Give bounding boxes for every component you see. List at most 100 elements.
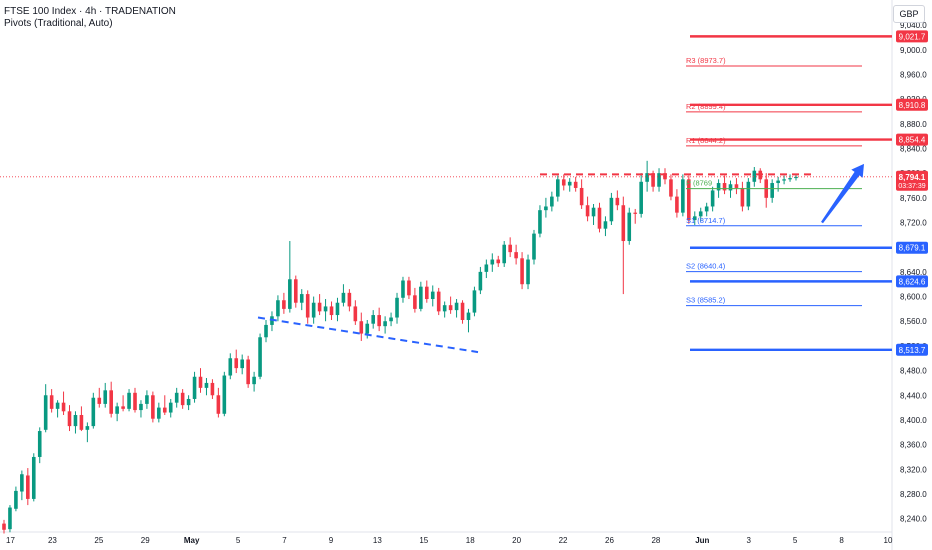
candle-body[interactable] <box>43 395 48 430</box>
candle-body[interactable] <box>454 302 459 311</box>
candle-body[interactable] <box>180 392 185 406</box>
candle-body[interactable] <box>353 306 358 322</box>
candle-body[interactable] <box>293 279 298 303</box>
candle-body[interactable] <box>103 390 108 404</box>
candle-body[interactable] <box>109 390 113 414</box>
candle-body[interactable] <box>246 359 250 385</box>
candle-body[interactable] <box>579 187 584 206</box>
candle-body[interactable] <box>544 206 548 211</box>
candle-body[interactable] <box>663 173 667 180</box>
candle-body[interactable] <box>288 279 292 309</box>
candle-body[interactable] <box>145 395 149 404</box>
candle-body[interactable] <box>597 207 602 229</box>
candle-body[interactable] <box>264 324 268 338</box>
candle-body[interactable] <box>502 244 507 264</box>
candle-body[interactable] <box>538 210 542 234</box>
candle-body[interactable] <box>85 426 90 430</box>
candle-body[interactable] <box>460 302 465 320</box>
candle-body[interactable] <box>365 323 370 334</box>
candle-body[interactable] <box>168 402 173 413</box>
candle-body[interactable] <box>526 259 530 285</box>
candle-body[interactable] <box>204 382 209 388</box>
up-arrow-icon[interactable] <box>821 163 864 224</box>
candle-body[interactable] <box>532 233 536 260</box>
candle-body[interactable] <box>710 190 715 207</box>
candle-body[interactable] <box>79 415 84 430</box>
candle-body[interactable] <box>127 392 131 409</box>
candle-body[interactable] <box>615 197 620 206</box>
candle-body[interactable] <box>139 403 143 411</box>
candle-body[interactable] <box>496 259 501 264</box>
candle-body[interactable] <box>687 179 691 221</box>
candle-body[interactable] <box>91 397 96 427</box>
candle-body[interactable] <box>305 294 310 318</box>
candle-body[interactable] <box>49 395 54 409</box>
support-dashed-trendline[interactable] <box>257 316 479 354</box>
candle-body[interactable] <box>770 183 774 198</box>
candle-body[interactable] <box>67 411 72 427</box>
candle-body[interactable] <box>788 178 792 180</box>
candle-body[interactable] <box>550 196 554 207</box>
candle-body[interactable] <box>14 490 18 509</box>
candle-body[interactable] <box>31 456 36 499</box>
candle-body[interactable] <box>61 402 66 412</box>
candle-body[interactable] <box>603 221 608 229</box>
candle-body[interactable] <box>472 290 477 313</box>
candle-body[interactable] <box>424 286 429 300</box>
candle-body[interactable] <box>359 321 364 334</box>
candle-body[interactable] <box>698 211 703 217</box>
candle-body[interactable] <box>276 300 280 317</box>
candle-body[interactable] <box>157 407 161 419</box>
candle-body[interactable] <box>692 216 697 221</box>
candle-body[interactable] <box>2 523 6 530</box>
candle-body[interactable] <box>401 280 405 298</box>
candle-body[interactable] <box>8 507 12 530</box>
candle-body[interactable] <box>681 179 685 213</box>
candle-body[interactable] <box>740 187 745 207</box>
candle-body[interactable] <box>514 252 518 259</box>
candle-body[interactable] <box>37 431 42 457</box>
candle-body[interactable] <box>222 375 227 414</box>
candle-body[interactable] <box>466 312 471 320</box>
candle-body[interactable] <box>162 407 167 413</box>
candle-body[interactable] <box>383 321 387 327</box>
candle-body[interactable] <box>633 212 638 214</box>
candle-body[interactable] <box>311 302 316 318</box>
currency-badge[interactable]: GBP <box>893 5 925 23</box>
candle-body[interactable] <box>186 398 191 406</box>
candle-body[interactable] <box>323 306 328 312</box>
symbol-title[interactable]: FTSE 100 Index · 4h · TRADENATION <box>4 6 176 17</box>
candle-body[interactable] <box>389 317 393 322</box>
candle-body[interactable] <box>413 295 417 309</box>
candle-body[interactable] <box>651 173 655 187</box>
candle-body[interactable] <box>430 291 435 300</box>
candle-body[interactable] <box>591 207 596 217</box>
candle-body[interactable] <box>282 300 286 309</box>
indicator-label[interactable]: Pivots (Traditional, Auto) <box>4 18 113 29</box>
candle-body[interactable] <box>192 376 197 399</box>
candle-body[interactable] <box>240 359 244 369</box>
candle-body[interactable] <box>573 181 578 188</box>
candle-body[interactable] <box>645 173 649 182</box>
candle-body[interactable] <box>675 196 679 213</box>
candle-body[interactable] <box>567 181 572 186</box>
candle-body[interactable] <box>228 358 233 376</box>
candle-body[interactable] <box>115 406 119 414</box>
candle-body[interactable] <box>347 292 352 307</box>
candle-body[interactable] <box>252 376 256 385</box>
candle-body[interactable] <box>669 179 673 197</box>
candle-body[interactable] <box>520 258 524 285</box>
candle-body[interactable] <box>734 184 739 188</box>
candle-body[interactable] <box>776 180 780 184</box>
candle-body[interactable] <box>722 183 727 191</box>
candle-body[interactable] <box>216 395 221 414</box>
candle-body[interactable] <box>627 212 632 242</box>
candle-body[interactable] <box>174 392 179 403</box>
candle-body[interactable] <box>121 406 125 409</box>
candle-body[interactable] <box>299 294 304 303</box>
candle-body[interactable] <box>621 205 626 242</box>
candle-body[interactable] <box>97 397 102 404</box>
candle-body[interactable] <box>794 176 798 179</box>
candle-body[interactable] <box>20 474 24 492</box>
